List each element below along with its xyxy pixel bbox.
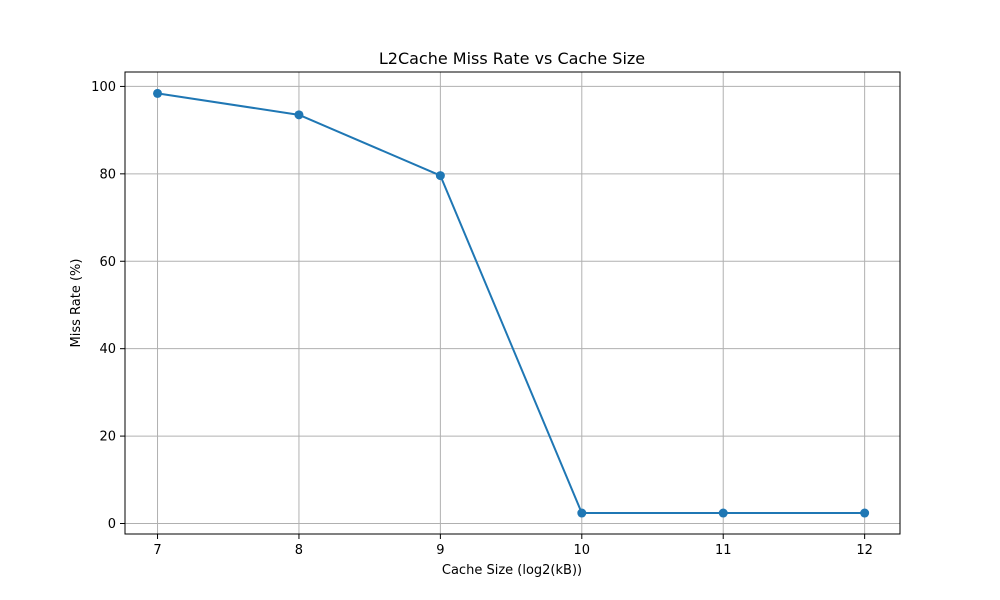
x-tick-label: 10 [574, 543, 591, 558]
y-tick-label: 60 [99, 255, 116, 270]
series-layer [153, 88, 870, 518]
series-line [157, 92, 865, 515]
data-point [435, 171, 445, 181]
x-axis-label: Cache Size (log2(kB)) [442, 563, 582, 578]
data-point [718, 508, 728, 518]
y-tick-label: 0 [108, 517, 116, 532]
x-tick-label: 7 [153, 543, 161, 558]
y-tick-label: 100 [91, 80, 116, 95]
y-tick-label: 40 [99, 342, 116, 357]
chart-title: L2Cache Miss Rate vs Cache Size [379, 49, 645, 68]
y-tick-label: 20 [99, 430, 116, 445]
data-point [153, 88, 163, 98]
grid [125, 72, 900, 534]
x-tick-label: 12 [856, 543, 873, 558]
y-tick-label: 80 [99, 167, 116, 182]
x-tick-label: 8 [295, 543, 303, 558]
x-tick-label: 9 [436, 543, 444, 558]
axis-ticks: 7 8 9 10 11 12 0 20 40 60 80 100 [91, 80, 873, 558]
data-point [577, 508, 587, 518]
data-point [860, 508, 870, 518]
x-tick-label: 11 [715, 543, 732, 558]
data-point [294, 110, 304, 120]
plot-frame [124, 71, 901, 535]
y-axis-label: Miss Rate (%) [69, 259, 84, 348]
